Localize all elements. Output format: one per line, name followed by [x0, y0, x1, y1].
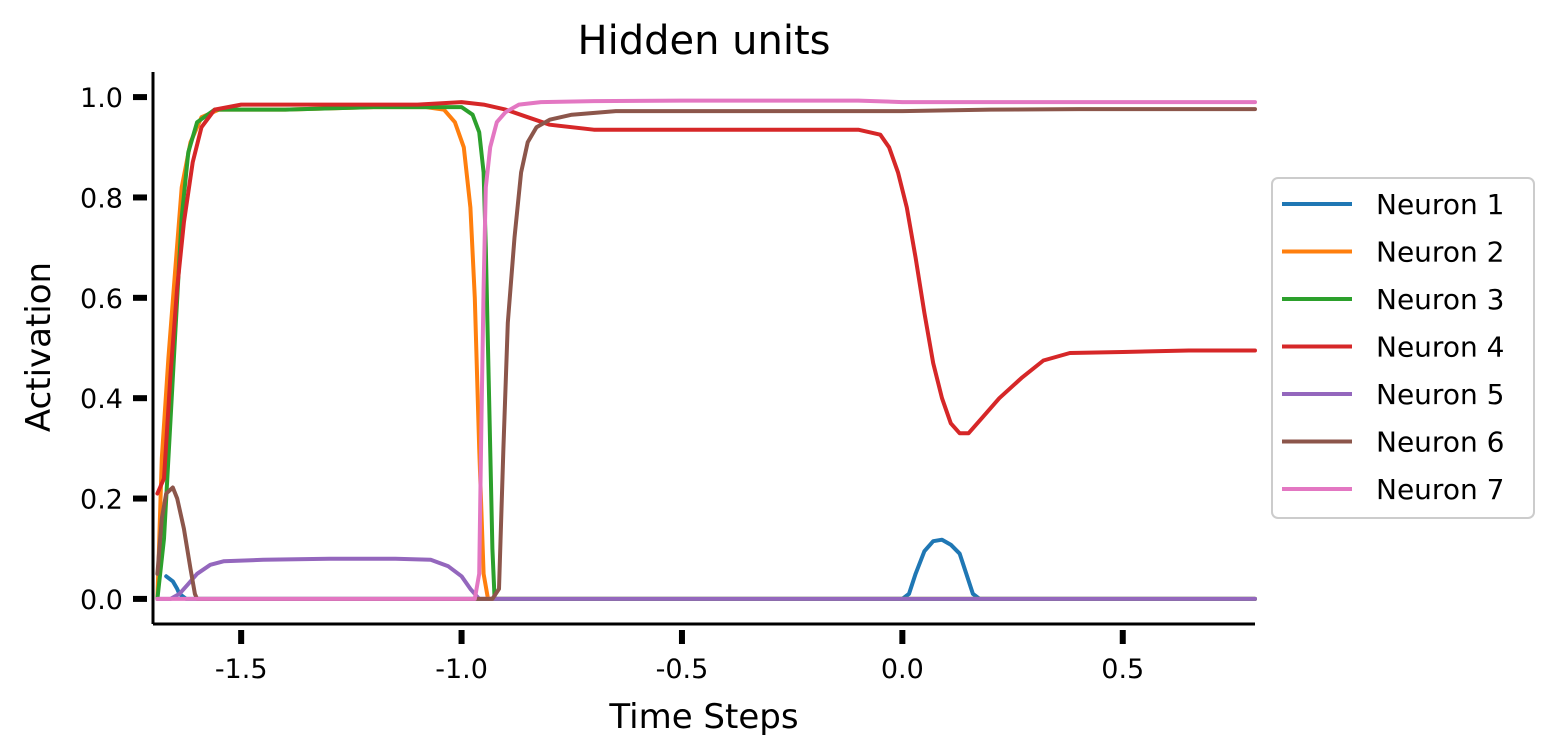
x-axis-ticks: -1.5 -1.0 -0.5 0.0 0.5	[215, 630, 1144, 685]
x-tick-label: -1.5	[215, 654, 268, 685]
legend-label: Neuron 3	[1376, 283, 1504, 316]
legend-label: Neuron 4	[1376, 331, 1504, 364]
y-tick-label: 0.0	[80, 585, 123, 616]
series-line-neuron-5	[155, 556, 1257, 601]
x-axis-label: Time Steps	[608, 697, 798, 737]
legend-label: Neuron 6	[1376, 426, 1504, 459]
plot-area	[155, 98, 1257, 601]
x-tick-label: -0.5	[656, 654, 709, 685]
series-line-neuron-6	[155, 107, 1257, 601]
x-tick-label: 0.5	[1101, 654, 1144, 685]
series-line-neuron-4	[155, 100, 1257, 496]
y-tick-label: 0.2	[80, 485, 123, 516]
x-tick-label: -1.0	[435, 654, 488, 685]
legend-label: Neuron 1	[1376, 188, 1504, 221]
axes	[151, 72, 1255, 626]
chart-title: Hidden units	[578, 18, 831, 64]
legend-label: Neuron 2	[1376, 236, 1504, 269]
y-tick-label: 0.6	[80, 284, 123, 315]
legend: Neuron 1 Neuron 2 Neuron 3 Neuron 4 Neuron 5…	[1271, 177, 1535, 519]
y-tick-label: 0.4	[80, 384, 123, 415]
series-line-neuron-1	[164, 537, 1257, 601]
y-tick-label: 0.8	[80, 183, 123, 214]
series-line-neuron-7	[155, 98, 1257, 601]
x-tick-label: 0.0	[881, 654, 924, 685]
legend-label: Neuron 7	[1376, 473, 1504, 506]
series-line-neuron-3	[155, 105, 1257, 601]
legend-box	[1271, 177, 1535, 519]
y-axis-label: Activation	[19, 262, 59, 432]
y-tick-label: 1.0	[80, 83, 123, 114]
y-axis-ticks: 0.0 0.2 0.4 0.6 0.8 1.0	[80, 83, 147, 616]
legend-label: Neuron 5	[1376, 378, 1504, 411]
